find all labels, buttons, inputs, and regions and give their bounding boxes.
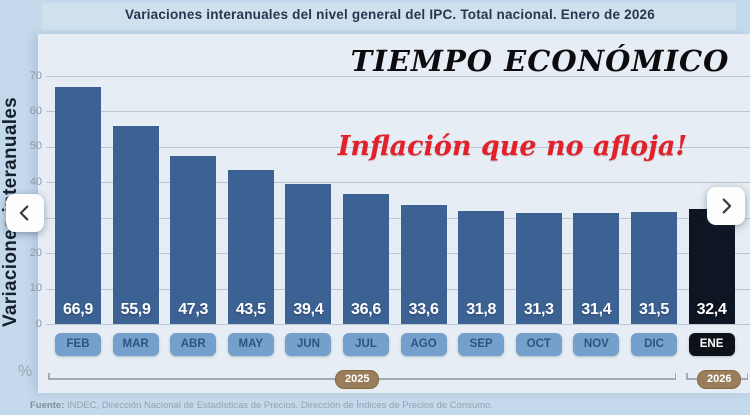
bar: 47,3 <box>170 156 217 324</box>
month-label: AGO <box>400 333 447 356</box>
gridline <box>46 182 750 184</box>
carousel-prev-button[interactable] <box>6 194 44 232</box>
bar-value-label: 31,5 <box>639 300 669 318</box>
bar: 33,6 <box>400 204 447 324</box>
month-label: JUL <box>343 333 389 356</box>
bar-value-label: 31,3 <box>523 300 554 318</box>
month-label: FEB <box>55 333 101 356</box>
source-note: Fuente: INDEC, Dirección Nacional de Est… <box>30 400 493 411</box>
gridline <box>46 146 750 148</box>
bar-value-label: 32,4 <box>696 300 727 318</box>
bar: 31,8 <box>458 211 505 324</box>
year-label: 2026 <box>697 370 742 389</box>
gridline <box>46 324 750 325</box>
y-tick-label: 70 <box>29 69 42 82</box>
chevron-left-icon <box>14 202 36 224</box>
headline-annotation: Inflación que no afloja! <box>337 131 688 162</box>
month-label: JUN <box>285 333 332 356</box>
month-label: MAR <box>112 333 159 356</box>
source-label: Fuente: <box>30 400 65 411</box>
gridline <box>46 76 750 77</box>
gridline <box>46 217 750 219</box>
gridline <box>46 288 750 290</box>
bar: 31,5 <box>631 212 677 324</box>
chart-title: Variaciones interanuales del nivel gener… <box>125 7 655 22</box>
bar-value-label: 31,8 <box>466 300 497 318</box>
year-bracket-tick <box>746 373 748 379</box>
bar-value-label: 39,4 <box>293 300 324 318</box>
bar-value-label: 55,9 <box>120 300 151 318</box>
month-label: NOV <box>573 333 620 356</box>
year-bracket-tick <box>48 373 50 379</box>
y-tick-label: 0 <box>35 317 42 330</box>
gridline <box>46 253 750 255</box>
y-tick-label: 20 <box>29 246 42 259</box>
month-label: SEP <box>458 333 505 356</box>
bar-value-label: 31,4 <box>581 300 612 318</box>
bar: 31,4 <box>573 212 620 324</box>
bar: 66,9 <box>55 86 101 324</box>
bar: 36,6 <box>343 194 389 324</box>
year-label: 2025 <box>335 370 380 389</box>
year-bracket-tick <box>674 373 676 379</box>
y-tick-label: 60 <box>29 104 42 117</box>
month-label: DIC <box>631 333 677 356</box>
gridline <box>46 111 750 113</box>
bar: 43,5 <box>227 169 274 324</box>
month-label: ENE <box>688 333 735 356</box>
bar-value-label: 66,9 <box>63 300 93 318</box>
chevron-right-icon <box>715 195 737 217</box>
bar-value-label: 43,5 <box>235 300 266 318</box>
bar: 32,4 <box>688 209 735 324</box>
y-tick-label: 40 <box>29 175 42 188</box>
bar-value-label: 33,6 <box>408 300 439 318</box>
bar: 55,9 <box>112 125 159 324</box>
bar-value-label: 47,3 <box>178 300 209 318</box>
bar: 31,3 <box>515 213 562 324</box>
y-tick-label: 10 <box>29 282 42 295</box>
month-label: OCT <box>515 333 562 356</box>
y-tick-label: 50 <box>29 140 42 153</box>
bar-value-label: 36,6 <box>351 300 381 318</box>
year-bracket-tick <box>686 373 688 379</box>
source-text: INDEC, Dirección Nacional de Estadística… <box>66 400 494 411</box>
month-label: ABR <box>170 333 217 356</box>
unit-label: % <box>18 363 33 380</box>
bar: 39,4 <box>285 184 332 324</box>
publication-masthead: TIEMPO ECONÓMICO <box>350 44 730 78</box>
carousel-next-button[interactable] <box>707 187 745 225</box>
month-label: MAY <box>227 333 274 356</box>
title-strip <box>42 3 736 30</box>
